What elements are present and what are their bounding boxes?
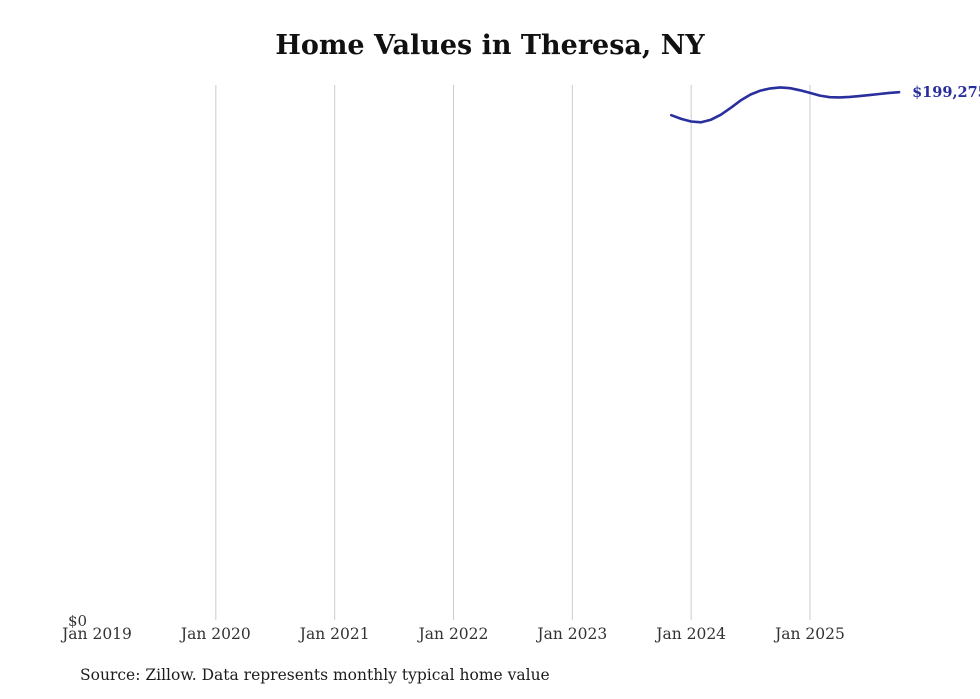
- x-tick-jan-2022: Jan 2022: [417, 625, 489, 643]
- x-tick-jan-2025: Jan 2025: [773, 625, 845, 643]
- x-tick-jan-2019: Jan 2019: [60, 625, 132, 643]
- home-value-line: [669, 86, 901, 124]
- x-tick-jan-2021: Jan 2021: [298, 625, 370, 643]
- x-tick-jan-2023: Jan 2023: [535, 625, 607, 643]
- source-note: Source: Zillow. Data represents monthly …: [80, 666, 550, 684]
- x-tick-jan-2024: Jan 2024: [654, 625, 726, 643]
- chart-title: Home Values in Theresa, NY: [275, 30, 705, 61]
- y-axis-zero-label: $0: [68, 612, 88, 630]
- x-tick-jan-2020: Jan 2020: [179, 625, 251, 643]
- end-value-label: $199,275: [912, 84, 980, 101]
